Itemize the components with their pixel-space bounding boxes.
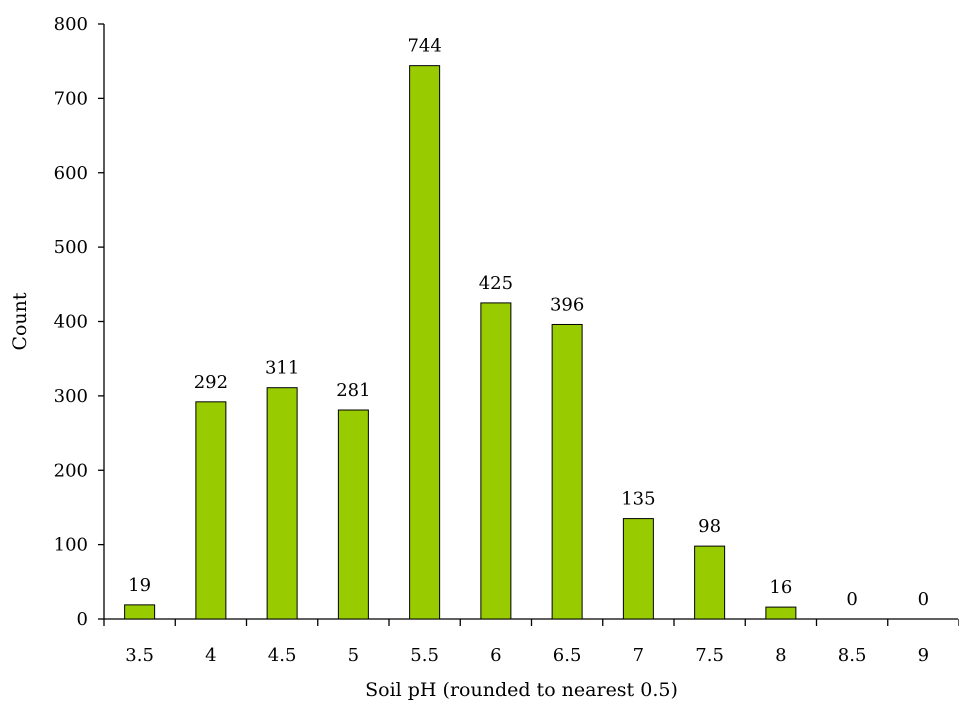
y-tick-label: 500 — [54, 237, 88, 258]
y-tick-label: 700 — [54, 88, 88, 109]
x-tick-label: 8.5 — [838, 645, 867, 666]
x-tick-label: 5.5 — [410, 645, 439, 666]
bars — [124, 65, 797, 620]
x-tick-label: 6 — [490, 645, 501, 666]
y-tick-label: 400 — [54, 312, 88, 333]
data-label: 396 — [550, 294, 584, 315]
data-label: 19 — [128, 575, 151, 596]
y-tick-label: 600 — [54, 163, 88, 184]
data-label: 16 — [769, 577, 792, 598]
data-label: 135 — [621, 489, 655, 510]
x-tick-label: 7.5 — [695, 645, 724, 666]
x-tick-label: 4 — [205, 645, 216, 666]
bar — [765, 606, 797, 620]
x-tick-label: 4.5 — [268, 645, 297, 666]
bar — [337, 409, 369, 620]
bar — [266, 387, 298, 620]
bar — [622, 518, 654, 620]
bar — [480, 302, 512, 620]
y-tick-label: 0 — [77, 609, 88, 630]
y-axis: 0 100 200 300 400 500 600 700 800 — [54, 14, 105, 630]
y-tick-label: 100 — [54, 535, 88, 556]
x-tick-label: 7 — [633, 645, 644, 666]
data-label: 292 — [194, 372, 228, 393]
x-tick-label: 8 — [775, 645, 786, 666]
y-tick-label: 200 — [54, 460, 88, 481]
y-tick-label: 800 — [54, 14, 88, 35]
bar — [551, 323, 583, 620]
x-tick-label: 3.5 — [125, 645, 154, 666]
bar — [195, 401, 227, 620]
x-tick-label: 5 — [348, 645, 359, 666]
data-labels: 19 292 311 281 744 425 396 135 98 16 0 0 — [128, 36, 929, 610]
bar — [694, 545, 726, 620]
y-tick-label: 300 — [54, 386, 88, 407]
x-tick-label: 9 — [918, 645, 929, 666]
data-label: 0 — [918, 589, 929, 610]
data-label: 0 — [846, 589, 857, 610]
bar — [409, 65, 441, 620]
data-label: 311 — [265, 358, 299, 379]
bar — [124, 604, 156, 620]
data-label: 744 — [407, 36, 441, 57]
x-tick-label: 6.5 — [553, 645, 582, 666]
x-axis-title: Soil pH (rounded to nearest 0.5) — [365, 679, 678, 701]
data-label: 425 — [479, 273, 513, 294]
data-label: 281 — [336, 380, 370, 401]
y-axis-title: Count — [9, 292, 31, 350]
x-axis: 3.5 4 4.5 5 5.5 6 6.5 7 7.5 8 8.5 9 — [103, 618, 959, 666]
data-label: 98 — [698, 516, 721, 537]
